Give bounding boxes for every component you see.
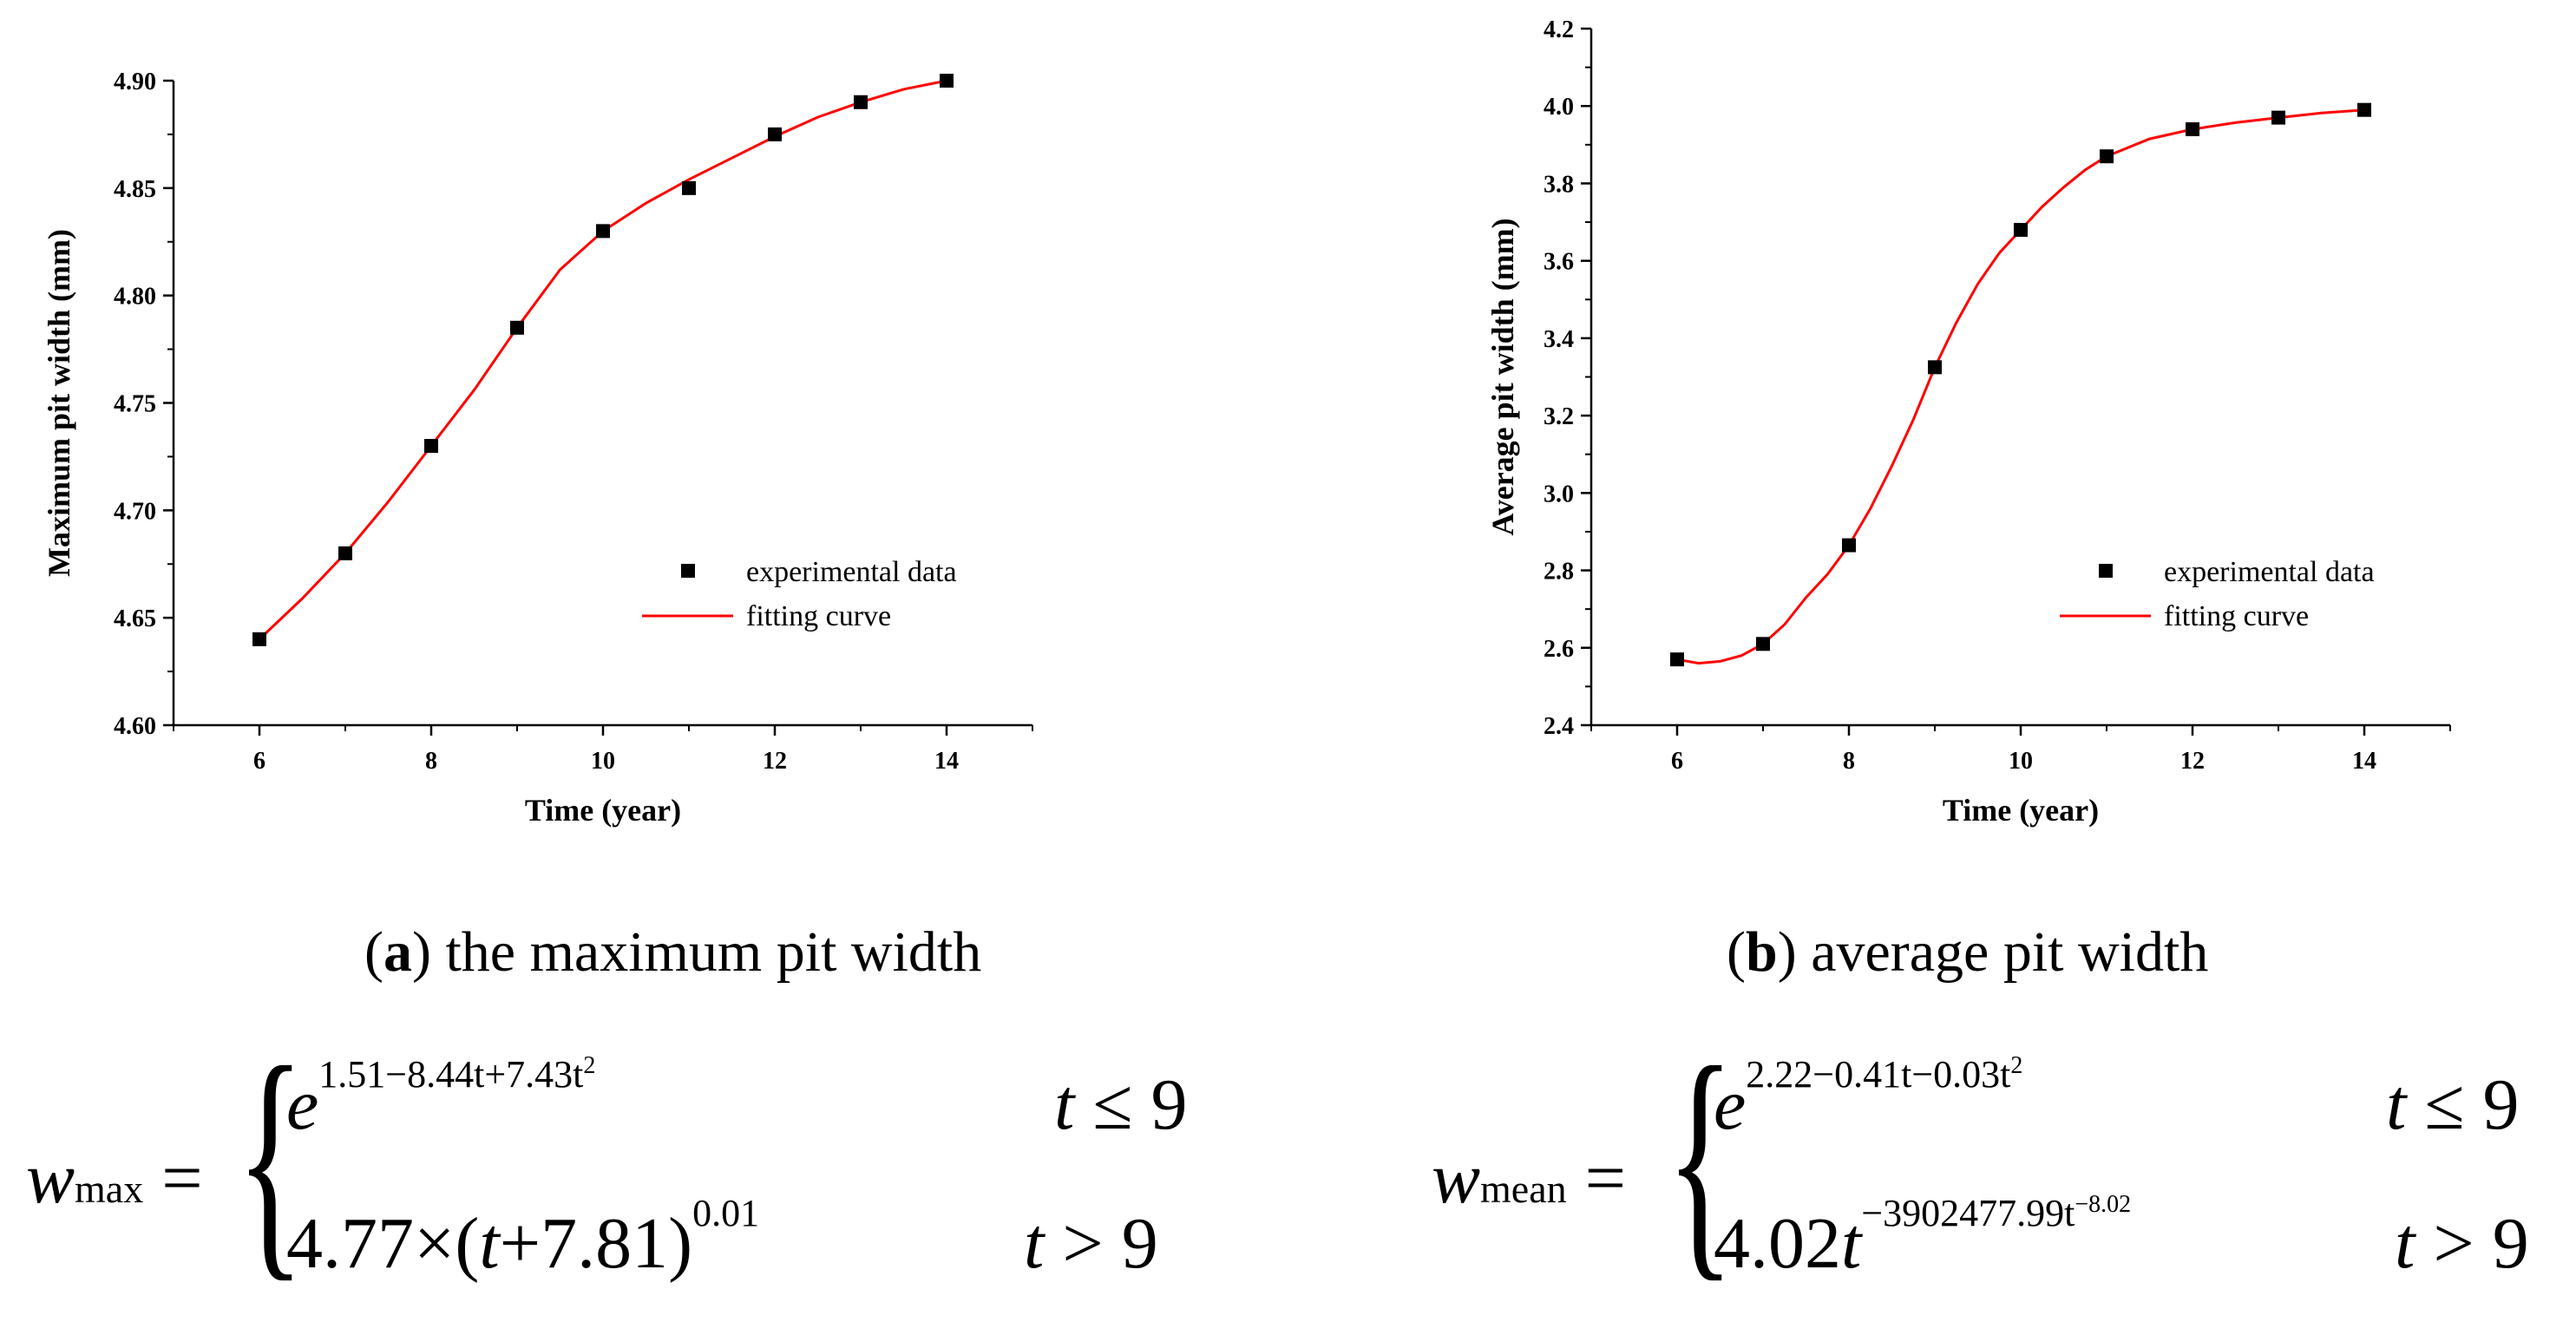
data-point: [1842, 538, 1856, 553]
eq-left-case1-exp: 1.51−8.44t+7.43t: [318, 1053, 584, 1096]
x-axis-label: Time (year): [525, 793, 681, 828]
eq-left-case2-exp: 0.01: [692, 1192, 760, 1234]
y-tick-label: 4.85: [114, 176, 156, 203]
x-tick-label: 8: [1843, 748, 1855, 775]
eq-right-equals: =: [1584, 1138, 1627, 1219]
legend-label-experimental: experimental data: [2164, 556, 2375, 588]
eq-right-case2-cond-var: t: [2395, 1203, 2415, 1284]
data-point: [2357, 102, 2371, 117]
caption-a-text: the maximum pit width: [430, 920, 982, 984]
eq-left-case1-cond-var: t: [1054, 1064, 1075, 1145]
y-axis-label: Average pit width (mm): [1485, 218, 1520, 535]
caption-b-text: average pit width: [1796, 920, 2209, 984]
y-tick-label: 4.65: [114, 605, 156, 632]
eq-left-case1-base: e: [286, 1064, 319, 1145]
eq-right-lhs-sub: mean: [1480, 1167, 1567, 1211]
data-point: [854, 95, 868, 109]
fitting-curve-line: [1676, 108, 2365, 665]
data-point: [596, 224, 610, 239]
y-tick-label: 3.4: [1544, 326, 1574, 353]
x-axis-label: Time (year): [1943, 793, 2099, 828]
eq-left-equals: =: [161, 1138, 203, 1219]
eq-left-case2-var: t: [479, 1203, 500, 1284]
eq-right-case2-cond: > 9: [2415, 1203, 2529, 1284]
legend-label-fitting: fitting curve: [2164, 600, 2309, 632]
y-tick-label: 2.6: [1544, 636, 1574, 663]
data-point: [940, 74, 954, 88]
data-point: [768, 127, 782, 141]
eq-right-case1-base: e: [1714, 1064, 1747, 1145]
eq-right-case2-var: t: [1841, 1203, 1862, 1284]
x-tick-label: 6: [253, 748, 265, 775]
eq-left-brace: {: [236, 1014, 305, 1302]
y-tick-label: 2.4: [1544, 713, 1574, 740]
x-tick-label: 14: [2352, 748, 2376, 775]
eq-left-case2-cond-var: t: [1024, 1203, 1045, 1284]
eq-right-case2-exp-exp: −8.02: [2075, 1191, 2132, 1218]
data-point: [1756, 637, 1770, 651]
data-point: [1670, 652, 1684, 667]
eq-left-case2-cond: > 9: [1044, 1203, 1158, 1284]
y-tick-label: 3.2: [1544, 403, 1574, 430]
y-tick-label: 3.8: [1544, 171, 1574, 198]
eq-right-brace: {: [1666, 1014, 1735, 1302]
eq-left-case1-exp-sq: 2: [583, 1052, 596, 1079]
eq-left-lhs-var: w: [26, 1138, 75, 1219]
eq-right-case1-exp: 2.22−0.41t−0.03t: [1746, 1053, 2011, 1096]
legend-label-experimental: experimental data: [746, 556, 957, 588]
data-point: [252, 632, 266, 646]
y-tick-label: 3.0: [1544, 481, 1574, 507]
caption-b: (b) average pit width: [1727, 920, 2209, 984]
eq-right-case2-pre: 4.02: [1714, 1203, 1841, 1284]
y-tick-label: 4.80: [114, 284, 156, 311]
x-tick-label: 6: [1671, 748, 1683, 775]
data-point: [510, 320, 524, 335]
chart-maximum-pit-width: 4.60 4.65 4.70 4.75 4.80 4.85 4.90 6 8 10 12 14 Time…: [42, 69, 1033, 828]
data-point: [2100, 149, 2114, 164]
data-point: [2014, 222, 2028, 237]
eq-right-case1-cond-var: t: [2386, 1064, 2407, 1145]
data-point: [338, 546, 352, 560]
y-tick-label: 4.75: [114, 391, 156, 418]
eq-right-case1-cond: ≤ 9: [2406, 1064, 2520, 1145]
x-tick-label: 8: [425, 748, 437, 775]
y-tick-label: 3.6: [1544, 249, 1574, 276]
y-tick-label: 4.90: [114, 69, 156, 95]
y-tick-label: 4.2: [1544, 16, 1574, 43]
data-point: [682, 180, 696, 195]
eq-left-case1-cond: ≤ 9: [1074, 1064, 1188, 1145]
caption-b-label: b: [1745, 920, 1778, 984]
legend-marker: [2099, 564, 2113, 578]
eq-right-case1-exp-sq: 2: [2010, 1052, 2023, 1079]
eq-left-case2-mid: +7.81): [499, 1203, 693, 1284]
x-tick-label: 10: [591, 748, 615, 775]
x-tick-label: 14: [934, 748, 959, 775]
x-tick-label: 12: [2180, 748, 2205, 775]
data-point: [1928, 360, 1942, 375]
x-tick-label: 10: [2009, 748, 2033, 775]
y-tick-label: 4.60: [114, 713, 156, 740]
data-point: [2186, 121, 2199, 136]
eq-left-lhs-sub: max: [75, 1167, 144, 1211]
y-axis-label: Maximum pit width (mm): [42, 229, 76, 577]
eq-left-case2-pre: 4.77×(: [286, 1203, 480, 1284]
caption-a-label: a: [383, 920, 412, 984]
chart-average-pit-width: 2.4 2.6 2.8 3.0 3.2 3.4 3.6 3.8 4.0 4.2 6 8 10 12 14 Ti…: [1485, 16, 2451, 828]
data-point: [424, 439, 438, 454]
caption-a: (a) the maximum pit width: [364, 920, 982, 984]
x-tick-label: 12: [763, 748, 787, 775]
legend-label-fitting: fitting curve: [746, 600, 891, 632]
y-tick-label: 2.8: [1544, 559, 1574, 586]
eq-right-lhs-var: w: [1432, 1138, 1481, 1219]
data-point: [2271, 110, 2285, 125]
eq-right-case2-exp: −3902477.99t: [1861, 1192, 2075, 1234]
y-tick-label: 4.0: [1544, 94, 1574, 121]
legend-marker: [681, 564, 695, 578]
y-tick-label: 4.70: [114, 498, 156, 525]
